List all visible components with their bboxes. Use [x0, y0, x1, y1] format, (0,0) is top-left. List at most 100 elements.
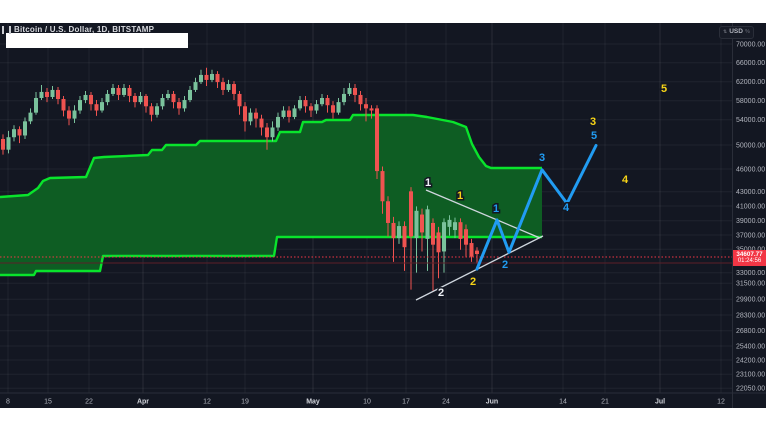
price-tick-label: 31500.00 [736, 281, 765, 288]
candle-body [34, 98, 38, 113]
candle-body [39, 91, 44, 99]
wave-label-white-2[interactable]: 2 [436, 286, 445, 301]
candle-body [232, 84, 236, 94]
candle [94, 100, 99, 116]
wave-label-yellow-3[interactable]: 3 [588, 115, 597, 130]
candle [210, 69, 214, 83]
candle-body [6, 137, 11, 150]
candle-body [447, 219, 452, 227]
price-tick-label: 26800.00 [736, 328, 765, 335]
chart-plot[interactable]: 12123451234570000.0066000.0062000.005800… [0, 23, 766, 408]
candle-body [1, 138, 5, 150]
ascending-trendline[interactable] [415, 235, 544, 301]
candle-body [298, 100, 302, 109]
candle-body [420, 214, 424, 233]
time-tick-label: 14 [559, 399, 567, 406]
candle-body [309, 106, 313, 111]
candle-body [193, 82, 198, 90]
elliott-wave-labels[interactable]: 1 2 1 2 3 4 5 1 2 3 4 5 [423, 82, 668, 301]
time-axis[interactable]: 8 15 22 Apr 12 19 May 10 17 24 Jun 14 21 Jul 12 [6, 399, 725, 406]
candle-body [204, 74, 209, 80]
candle-body [464, 229, 468, 245]
tradingview-chart-window: 1 2 1 2 3 4 5 1 2 3 4 5 70000.00 66000.00 62000.00 5800… [0, 23, 766, 408]
candle-body [237, 93, 242, 107]
price-axis[interactable]: 70000.00 66000.00 62000.00 58000.00 54000.00… [736, 41, 765, 392]
candle [61, 95, 66, 117]
candle-body [414, 210, 419, 239]
wave-label-blue-2[interactable]: 2 [500, 258, 509, 273]
candle [320, 93, 324, 107]
time-tick-label: 24 [442, 399, 450, 406]
candle [336, 98, 341, 115]
elliott-wave-projection-line[interactable] [475, 144, 598, 271]
time-tick-label: Jun [486, 399, 498, 406]
candle [458, 218, 463, 250]
candle [204, 67, 209, 86]
candle-body [469, 243, 474, 257]
candle-body [12, 129, 16, 138]
candle [12, 125, 16, 142]
candle [188, 85, 192, 103]
symbol-title[interactable]: Bitcoin / U.S. Dollar, 1D, BITSTAMP [14, 25, 155, 34]
wave-label-yellow-2[interactable]: 2 [468, 275, 477, 290]
wave-label-yellow-5[interactable]: 5 [659, 82, 668, 97]
candle [347, 83, 352, 96]
time-tick-label: 21 [601, 399, 609, 406]
candle [171, 90, 176, 109]
candle [166, 89, 170, 101]
candle-body [425, 209, 430, 239]
candle [23, 117, 27, 139]
candle [391, 216, 396, 262]
candle-body [320, 98, 324, 105]
candle [89, 91, 93, 111]
symbol-title-row[interactable]: Bitcoin / U.S. Dollar, 1D, BITSTAMP [2, 25, 154, 34]
legend-cover-rectangle[interactable] [6, 33, 188, 48]
wave-label-blue-5[interactable]: 5 [589, 129, 598, 144]
wave-label-blue-3[interactable]: 3 [537, 151, 546, 166]
wave-label-yellow-1[interactable]: 1 [455, 189, 464, 204]
candle [298, 95, 302, 111]
candle-body [171, 93, 176, 103]
wave-label-blue-4[interactable]: 4 [561, 201, 571, 216]
currency-unit-button[interactable]: ⇅ USD ％ [719, 26, 754, 39]
candle-body [149, 106, 154, 115]
descending-trendline[interactable] [425, 189, 541, 239]
candle [420, 208, 424, 252]
candle [237, 90, 242, 115]
wave-label-white-1[interactable]: 1 [423, 176, 432, 191]
candle-body [303, 100, 308, 107]
candle-body [397, 226, 401, 239]
candle [221, 77, 225, 95]
candle-body [287, 110, 291, 117]
price-tick-label: 33000.00 [736, 270, 765, 277]
candle-body [221, 82, 225, 90]
candle [254, 108, 258, 128]
candle-body [50, 89, 55, 97]
wave-label-blue-1[interactable]: 1 [491, 202, 500, 217]
candle [182, 95, 187, 112]
candle [331, 101, 335, 119]
candle [281, 106, 286, 119]
candle-body [276, 116, 280, 128]
wave-label-yellow-4[interactable]: 4 [620, 173, 630, 188]
axis-tick-decor-left: ⇅ [723, 29, 728, 35]
candle [243, 102, 247, 132]
candle [155, 103, 159, 118]
price-tick-label: 41000.00 [736, 203, 765, 210]
candle [292, 105, 297, 120]
candle-body [369, 108, 374, 111]
time-tick-label: Jul [655, 399, 665, 406]
price-tick-label: 22050.00 [736, 386, 765, 393]
candle [144, 93, 148, 113]
candle [83, 90, 88, 104]
candle-body [353, 87, 357, 95]
candle-body [347, 87, 352, 94]
candle [469, 238, 474, 262]
candle-body [380, 171, 385, 202]
candle-body [166, 93, 170, 99]
candle [309, 103, 313, 117]
candle-body [342, 93, 346, 103]
candle-body [386, 201, 390, 223]
candle [409, 187, 413, 290]
